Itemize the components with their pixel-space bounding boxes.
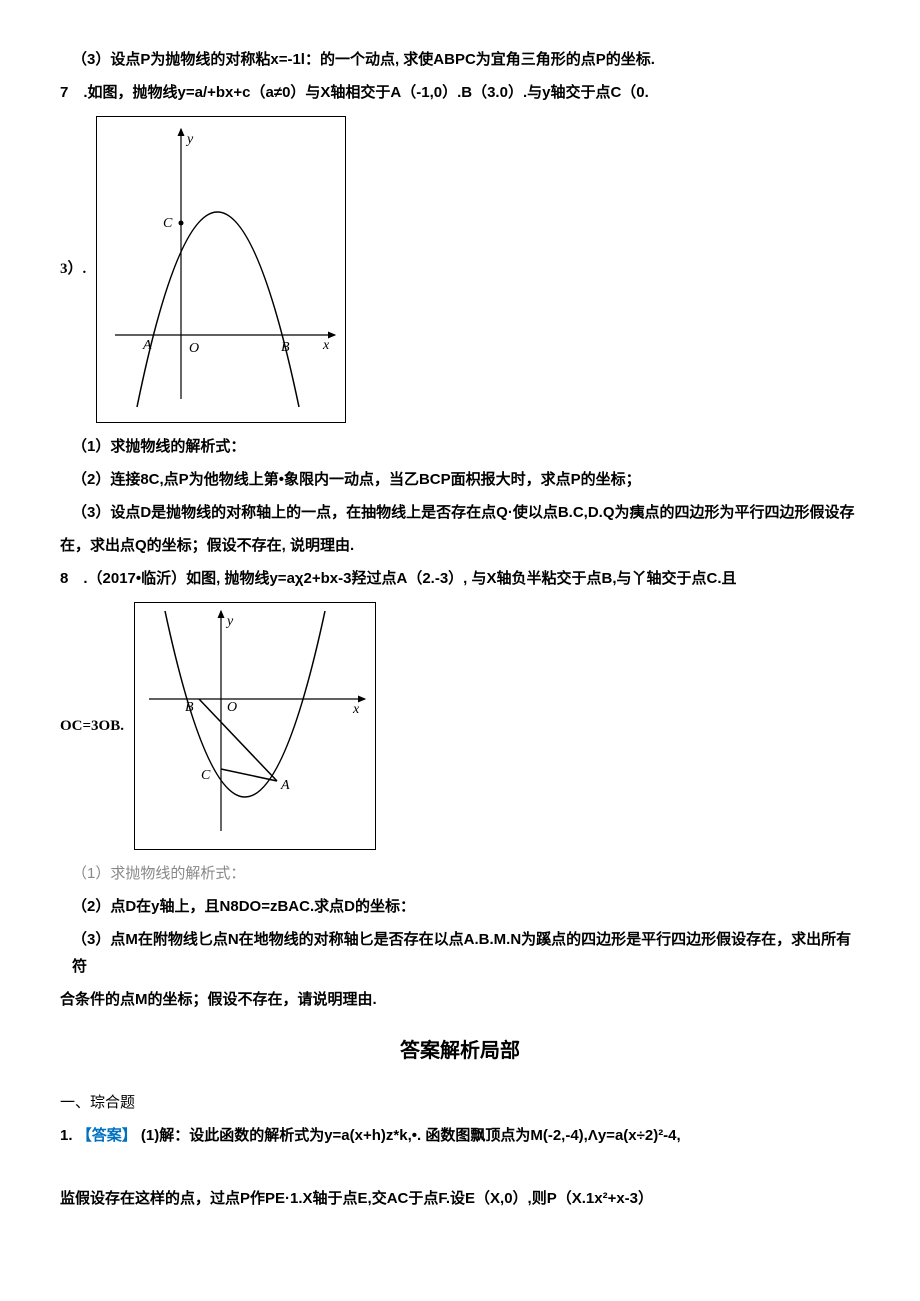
answer1-cont: 监假设存在这样的点，过点P作PE·1.X轴于点E,交AC于点F.设E（X,0）,… (60, 1185, 860, 1212)
q7-part3a: （3）设点D是抛物线的对称轴上的一点，在抽物线上是否存在点Q·使以点B.C,D.… (60, 499, 860, 526)
svg-text:y: y (185, 132, 194, 147)
svg-text:x: x (352, 702, 360, 717)
q7-part3b: 在，求出点Q的坐标；假设不存在, 说明理由. (60, 532, 860, 559)
svg-text:B: B (281, 340, 290, 355)
q7-part1: （1）求抛物线的解析式： (60, 433, 860, 460)
answer-section-title: 答案解析局部 (60, 1033, 860, 1069)
svg-text:C: C (163, 216, 173, 231)
figure7-row: 3）. y x A O B C (60, 116, 860, 423)
figure8-box: y x B O C A (134, 602, 376, 850)
q8-intro: 8 .（2017•临沂）如图, 抛物线y=aχ2+bx-3羟过点A（2.-3）,… (60, 565, 860, 592)
q8-part1: （1）求抛物线的解析式： (60, 860, 860, 887)
q8-part3b: 合条件的点M的坐标；假设不存在，请说明理由. (60, 986, 860, 1013)
figure7-label: 3）. (60, 256, 86, 283)
q8-part2: （2）点D在y轴上，且N8DO=zBAC.求点D的坐标： (60, 893, 860, 920)
svg-text:A: A (142, 338, 152, 353)
figure8-label: OC=3OB. (60, 713, 124, 740)
q8-part3a: （3）点M在附物线匕点N在地物线的对称轴匕是否存在以点A.B.M.N为蹊点的四边… (60, 926, 860, 980)
figure7-svg: y x A O B C (97, 117, 345, 412)
figure8-row: OC=3OB. y x B O C A (60, 602, 860, 850)
svg-text:O: O (189, 341, 199, 356)
figure8-svg: y x B O C A (135, 603, 375, 839)
svg-text:C: C (201, 768, 211, 783)
answer1-num: 1. (60, 1127, 77, 1144)
svg-text:B: B (185, 700, 194, 715)
q3-part3: （3）设点P为抛物线的对称粘x=-1l：的一个动点, 求使ABPC为宜角三角形的… (60, 46, 860, 73)
answer-tag: 【答案】 (77, 1127, 137, 1144)
section-label: 一、琮合题 (60, 1089, 860, 1116)
figure7-box: y x A O B C (96, 116, 346, 423)
q7-part2: （2）连接8C,点P为他物线上第•象限内一动点，当乙BCP面枳报大时，求点P的坐… (60, 466, 860, 493)
svg-text:A: A (280, 778, 290, 793)
svg-text:y: y (225, 614, 234, 629)
svg-text:O: O (227, 700, 237, 715)
svg-text:x: x (322, 338, 330, 353)
answer1-text: (1)解：设此函数的解析式为y=a(x+h)z*k,•. 函数图飘顶点为M(-2… (137, 1127, 681, 1144)
answer1: 1. 【答案】 (1)解：设此函数的解析式为y=a(x+h)z*k,•. 函数图… (60, 1122, 860, 1149)
q7-intro: 7 .如图，抛物线y=a/+bx+c（a≠0）与X轴相交于A（-1,0）.B（3… (60, 79, 860, 106)
spacer (60, 1155, 860, 1179)
